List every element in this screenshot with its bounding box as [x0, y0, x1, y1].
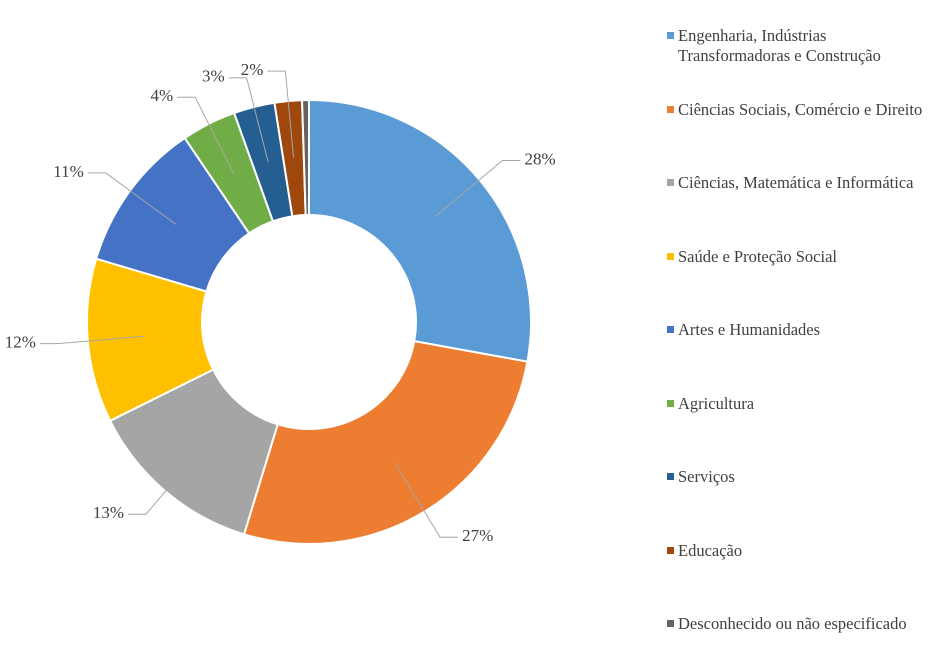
legend-item: Educação	[667, 541, 937, 561]
legend-item: Serviços	[667, 467, 937, 487]
legend-label: Serviços	[678, 467, 735, 486]
legend-swatch	[667, 179, 674, 186]
legend-item: Ciências Sociais, Comércio e Direito	[667, 100, 937, 120]
slice	[308, 98, 532, 363]
legend-swatch	[667, 105, 674, 113]
legend-item: Saúde e Proteção Social	[667, 247, 937, 267]
legend-label: Agricultura	[678, 393, 755, 413]
legend-item: Desconhecido ou não especificado	[667, 614, 937, 634]
legend-swatch	[667, 399, 674, 407]
data-label: 28%	[524, 149, 555, 168]
leader-line	[87, 172, 177, 225]
leader-line	[128, 447, 203, 515]
leader-line	[435, 160, 521, 217]
legend-label: Saúde e Proteção Social	[678, 246, 837, 266]
leader-line	[39, 335, 145, 345]
data-label: 4%	[150, 86, 173, 105]
legend-swatch	[667, 32, 674, 39]
data-label: 12%	[5, 333, 36, 352]
legend-swatch	[667, 620, 674, 627]
slice	[242, 339, 529, 545]
slice	[301, 98, 310, 217]
data-label: 3%	[202, 67, 225, 86]
data-label: 13%	[93, 503, 124, 522]
leader-line	[267, 70, 295, 158]
data-label: 27%	[462, 526, 493, 545]
legend-swatch	[667, 473, 674, 480]
data-label: 2%	[241, 60, 264, 79]
legend-label: Ciências Sociais, Comércio e Direito	[678, 99, 923, 119]
legend-label: Desconhecido ou não especificado	[678, 614, 907, 633]
legend-item: Artes e Humanidades	[667, 320, 937, 340]
legend-swatch	[667, 546, 674, 554]
leader-line	[228, 77, 269, 163]
legend-label: Artes e Humanidades	[678, 320, 821, 339]
legend-swatch	[667, 326, 674, 333]
legend-swatch	[667, 252, 674, 260]
leader-line	[177, 96, 235, 176]
legend-item: Agricultura	[667, 394, 937, 414]
leader-line	[394, 462, 459, 538]
legend-label: Engenharia, Indústrias Transformadoras e…	[678, 26, 881, 65]
legend-item: Engenharia, Indústrias Transformadoras e…	[667, 26, 937, 66]
legend-label: Ciências, Matemática e Informática	[678, 173, 914, 192]
legend-item: Ciências, Matemática e Informática	[667, 173, 937, 193]
data-label: 11%	[53, 162, 84, 181]
legend-label: Educação	[678, 540, 743, 560]
